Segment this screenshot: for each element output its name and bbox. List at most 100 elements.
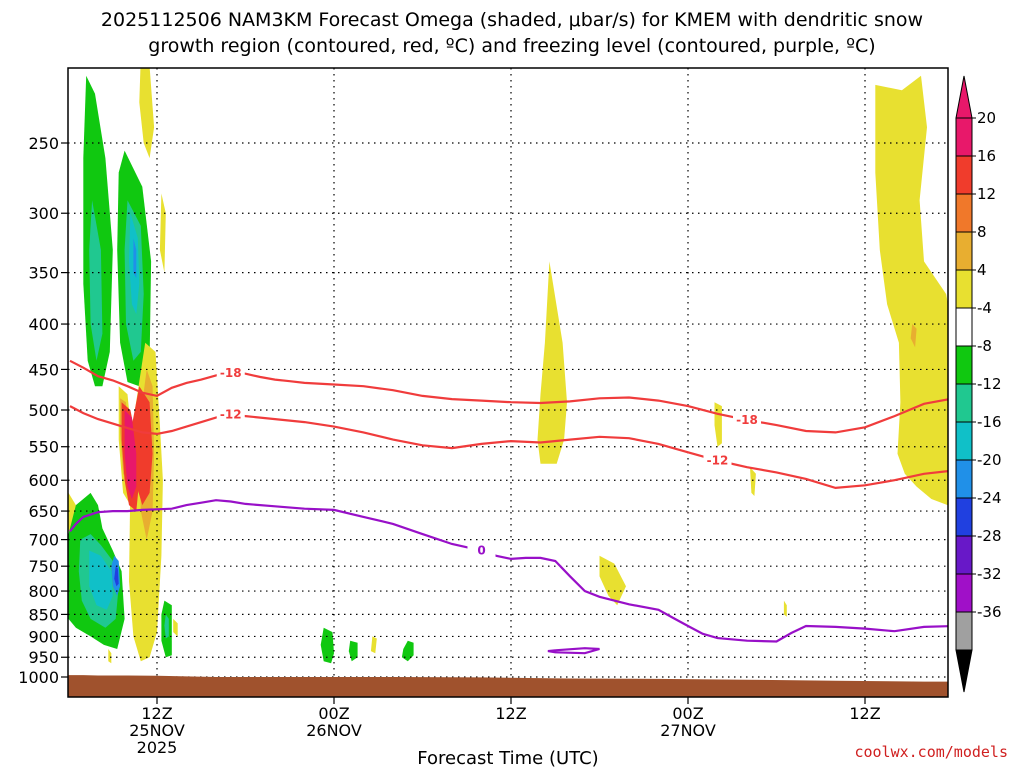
omega-region-23 [164, 614, 169, 639]
colorbar-label-6: -8 [977, 337, 992, 355]
contour-line-3 [547, 647, 600, 655]
x-tick-label-36: 12Z [495, 704, 526, 723]
y-tick-label-250: 250 [28, 134, 59, 153]
y-tick-label-500: 500 [28, 401, 59, 420]
credit-text: coolwx.com/models [854, 743, 1008, 761]
colorbar-label-9: -20 [977, 451, 1002, 469]
omega-region-35 [910, 324, 917, 348]
omega-region-32 [750, 467, 756, 496]
contour-line-1 [69, 405, 948, 490]
x-tick-label-60: 12Z [849, 704, 880, 723]
plot-frame [67, 67, 949, 698]
axes: 250 300 350 400 450 500 550 600 650 700 750 800 850 9… [18, 134, 880, 757]
x-tick-label-24: 00Z [318, 704, 349, 723]
y-tick-label-900: 900 [28, 627, 59, 646]
title-line-1: 2025112506 NAM3KM Forecast Omega (shaded… [101, 9, 923, 31]
colorbar-label-7: -12 [977, 375, 1002, 393]
omega-region-30 [599, 555, 626, 606]
omega-region-25 [320, 627, 334, 664]
colorbar-label-11: -28 [977, 527, 1002, 545]
contour-label-bg-2-0 [733, 411, 761, 428]
colorbar-label-10: -24 [977, 489, 1002, 507]
omega-region-26 [348, 640, 358, 662]
omega-region-7 [159, 193, 166, 273]
terrain [68, 675, 948, 697]
x-tick-label-48: 00Z [672, 704, 703, 723]
colorbar-label-0: 20 [977, 109, 996, 127]
y-tick-label-750: 750 [28, 557, 59, 576]
omega-region-28 [401, 640, 414, 662]
colorbar-label-5: -4 [977, 299, 992, 317]
omega-region-5 [133, 238, 137, 279]
colorbar-segment-10 [955, 497, 973, 537]
y-tick-label-850: 850 [28, 605, 59, 624]
x-tick-label-12: 12Z [141, 704, 172, 723]
contour-label-2-0: -18 [736, 413, 758, 427]
title-line-2: growth region (contoured, red, ºC) and f… [148, 35, 875, 57]
colorbar-segment-1 [955, 155, 973, 195]
colorbar-bottom-arrow [955, 649, 973, 693]
colorbar-label-8: -16 [977, 413, 1002, 431]
colorbar-top-arrow [955, 75, 973, 119]
contour-label-2-1: -12 [707, 453, 729, 467]
x-tick-date-12: 25NOV [129, 721, 185, 740]
plot-area: -18 -12 0 -18 -12 [67, 67, 949, 698]
omega-region-31 [714, 402, 722, 447]
y-tick-label-1000: 1000 [18, 668, 59, 687]
y-tick-label-700: 700 [28, 531, 59, 550]
y-tick-label-400: 400 [28, 315, 59, 334]
colorbar-segment-3 [955, 231, 973, 271]
colorbar-label-2: 12 [977, 185, 996, 203]
x-tick-date-48: 27NOV [660, 721, 716, 740]
omega-region-33 [783, 600, 787, 617]
y-tick-label-800: 800 [28, 582, 59, 601]
y-tick-label-350: 350 [28, 264, 59, 283]
colorbar-segment-12 [955, 573, 973, 613]
contour-line-0 [69, 359, 948, 434]
plot-content: -18 -12 0 -18 -12 [68, 68, 948, 697]
colorbar-segment-9 [955, 459, 973, 499]
omega-region-15 [124, 410, 137, 499]
colorbar-segment-6 [955, 345, 973, 385]
colorbar-label-3: 8 [977, 223, 987, 241]
colorbar-segment-11 [955, 535, 973, 575]
y-tick-label-650: 650 [28, 502, 59, 521]
omega-region-20 [114, 566, 119, 587]
contour-label-bg-1 [216, 406, 245, 423]
colorbar-label-13: -36 [977, 603, 1002, 621]
y-tick-label-950: 950 [28, 648, 59, 667]
colorbar-segment-8 [955, 421, 973, 461]
colorbar-segment-7 [955, 383, 973, 423]
colorbar: 20 16 12 8 4 -4 -8 -12 -16 -20 -24 -28 -32 -36 [955, 75, 1002, 693]
x-tick-date-24: 26NOV [306, 721, 362, 740]
contour-label-2: 0 [477, 543, 485, 557]
contour-label-bg-2-1 [703, 452, 732, 469]
x-tick-year-12: 2025 [137, 738, 178, 757]
colorbar-segment-2 [955, 193, 973, 233]
colorbar-segment-13 [955, 611, 973, 651]
omega-region-1 [89, 200, 103, 361]
colorbar-segment-0 [955, 117, 973, 157]
omega-region-18 [89, 550, 113, 610]
omega-region-34 [875, 75, 948, 506]
colorbar-segment-4 [955, 269, 973, 309]
y-tick-label-450: 450 [28, 360, 59, 379]
y-tick-label-550: 550 [28, 438, 59, 457]
contour-label-1: -12 [220, 408, 242, 422]
colorbar-segment-5 [955, 307, 973, 347]
colorbar-label-4: 4 [977, 261, 987, 279]
contour-line-2 [69, 499, 948, 643]
contour-label-bg-2 [467, 542, 496, 559]
omega-region-27 [370, 636, 377, 654]
omega-region-29 [537, 261, 567, 464]
colorbar-label-12: -32 [977, 565, 1002, 583]
y-tick-label-600: 600 [28, 471, 59, 490]
omega-region-21 [108, 649, 112, 664]
title: 2025112506 NAM3KM Forecast Omega (shaded… [101, 9, 923, 57]
colorbar-label-1: 16 [977, 147, 996, 165]
contour-label-0: -18 [220, 366, 242, 380]
x-axis-label: Forecast Time (UTC) [417, 748, 598, 768]
y-tick-label-300: 300 [28, 204, 59, 223]
omega-region-6 [139, 68, 155, 159]
